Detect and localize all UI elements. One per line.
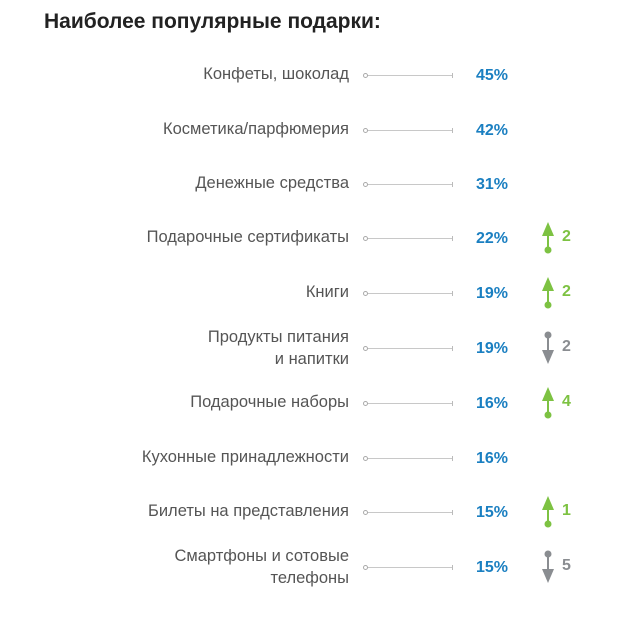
value-label: 16% [476,449,509,467]
change-value: 2 [562,338,571,355]
chart-row: Конфеты, шоколад 45% [0,50,622,100]
chart-row: Подарочные наборы 16% 4 [0,378,622,428]
change-value: 4 [562,393,571,410]
chart-row: Косметика/парфюмерия 42% [0,105,622,155]
change-indicator: 4 [540,385,580,421]
leader-line [363,510,453,515]
change-indicator: 2 [540,330,580,366]
chart-row: Подарочные сертификаты 22% 2 [0,213,622,263]
chart-row: Смартфоны и сотовые телефоны 15% 5 [0,542,622,592]
category-label: Конфеты, шоколад [203,64,349,83]
chart-row: Книги 19% 2 [0,268,622,318]
value-label: 45% [476,66,509,84]
change-value: 5 [562,557,571,574]
value-label: 15% [476,558,509,576]
leader-line [363,291,453,296]
arrow-up-icon [542,387,554,419]
category-label: Смартфоны и сотовые телефоны [174,547,349,587]
category-label: Билеты на представления [148,501,349,520]
leader-line [363,565,453,570]
chart-title: Наиболее популярные подарки: [44,10,381,33]
arrow-up-icon [542,222,554,254]
leader-line [363,73,453,78]
value-label: 16% [476,394,509,412]
change-indicator: 1 [540,494,580,530]
chart-row: Денежные средства 31% [0,159,622,209]
category-label: Денежные средства [195,173,349,192]
arrow-down-icon [542,331,554,364]
change-indicator: 5 [540,549,580,585]
category-label: Косметика/парфюмерия [162,119,349,138]
leader-line [363,236,453,241]
value-label: 42% [476,121,509,139]
value-label: 19% [476,339,509,357]
chart-row: Кухонные принадлежности 16% [0,433,622,483]
category-label: Подарочные наборы [190,392,349,411]
change-value: 2 [562,283,571,300]
leader-line [363,182,453,187]
category-label: Книги [305,282,349,301]
leader-line [363,401,453,406]
change-value: 2 [562,228,571,245]
value-label: 19% [476,284,509,302]
change-indicator: 2 [540,275,580,311]
arrow-up-icon [542,277,554,309]
category-label: Кухонные принадлежности [141,447,349,466]
change-value: 1 [562,502,571,519]
category-label: Подарочные сертификаты [146,227,349,246]
change-indicator: 2 [540,220,580,256]
value-label: 15% [476,503,509,521]
chart-row: Билеты на представления 15% 1 [0,487,622,537]
value-label: 22% [476,229,509,247]
leader-line [363,346,453,351]
leader-line [363,456,453,461]
value-label: 31% [476,175,509,193]
leader-line [363,128,453,133]
category-label: Продукты питания и напитки [207,328,349,368]
arrow-up-icon [542,496,554,528]
chart-row: Продукты питания и напитки 19% 2 [0,323,622,373]
arrow-down-icon [542,550,554,583]
